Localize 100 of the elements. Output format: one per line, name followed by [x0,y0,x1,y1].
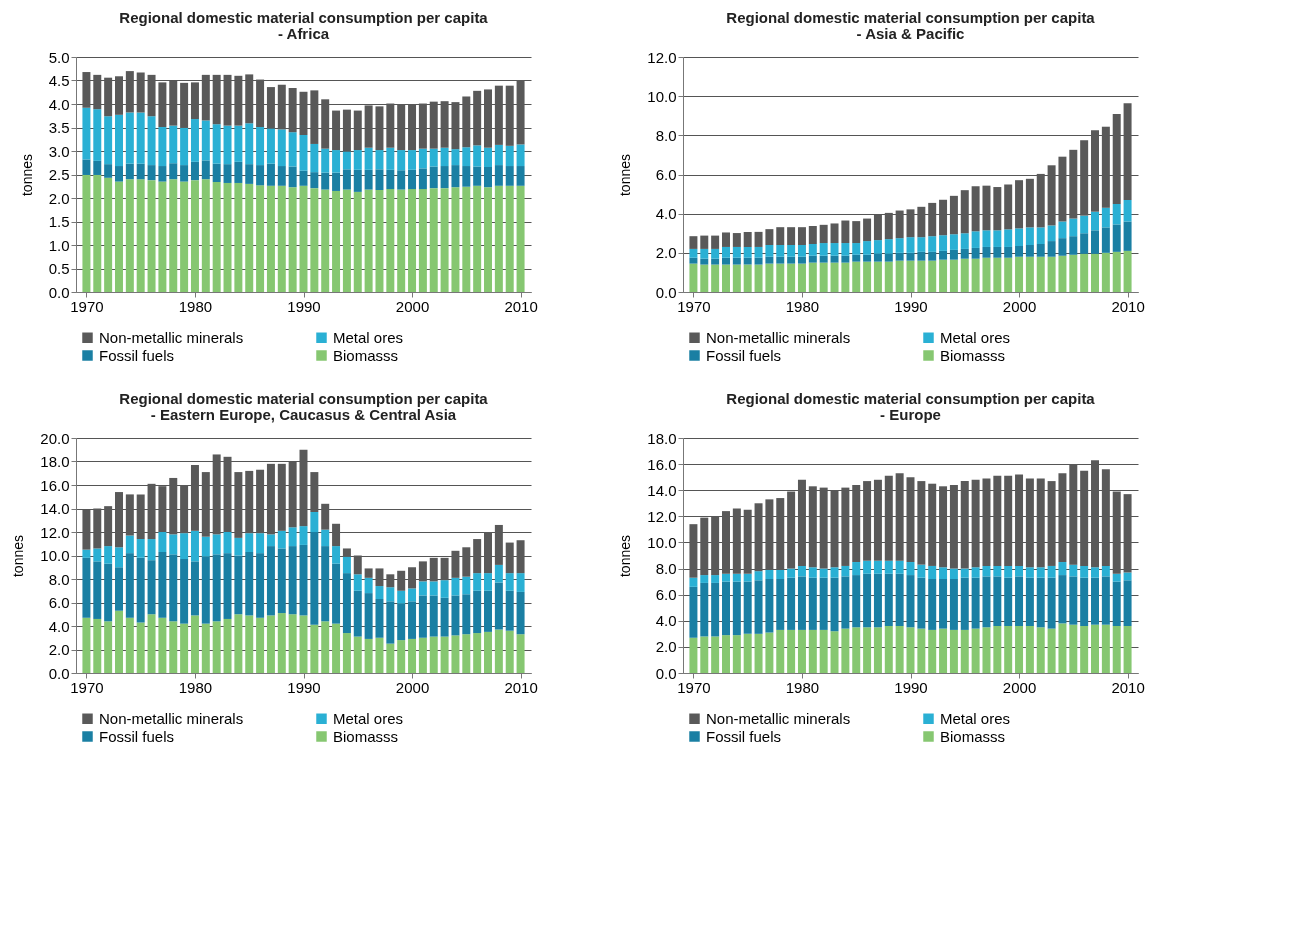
bar [1101,565,1110,577]
y-tick-label: 18.0 [40,453,70,470]
bar [462,634,471,673]
bar [342,573,351,634]
bar [808,577,817,630]
y-tick-label: 4.5 [48,72,70,89]
bar [721,232,730,247]
bar [234,182,243,292]
bar [711,248,720,259]
bar [700,235,709,249]
bar [104,116,113,165]
legend-label: Fossil fuels [706,346,782,364]
bar [1080,626,1089,673]
bar [754,231,763,247]
bar [852,575,861,628]
bar [928,236,937,252]
bar [494,629,503,673]
bar [1101,624,1110,673]
bar [1112,251,1121,292]
bar [1080,565,1089,578]
bar [1091,230,1100,254]
bar [1123,580,1132,626]
legend-label: Fossil fuels [99,346,175,364]
bar [960,233,969,249]
bar [408,169,417,190]
legend-label: Non-metallic minerals [706,709,851,727]
bar [1004,577,1013,626]
bar [82,107,91,160]
bar [787,568,796,578]
y-tick-label: 6.0 [48,594,70,611]
bar [310,188,319,292]
bar [494,564,503,583]
bar [797,629,806,673]
bar [201,120,210,161]
bar [797,263,806,292]
bar [136,622,145,673]
y-tick-label: 10.0 [647,533,677,551]
bar [386,189,395,292]
x-tick-label: 1970 [70,297,104,315]
bar [721,581,730,636]
y-tick-label: 8.0 [655,560,677,578]
bar [245,164,254,184]
bar [136,112,145,164]
bar [732,573,741,582]
bar [1058,623,1067,673]
bar [516,185,525,292]
bar [776,579,785,630]
bar [494,165,503,186]
bar [960,248,969,259]
bar [830,567,839,578]
bar [808,244,817,256]
bar [754,633,763,673]
bar [689,248,698,258]
bar [808,255,817,263]
bar [743,231,752,247]
bar [473,166,482,186]
bar [386,643,395,673]
bar [1025,626,1034,673]
bar [364,638,373,673]
bar [841,565,850,577]
legend-label: Non-metallic minerals [99,328,244,346]
y-tick-label: 6.0 [655,586,677,604]
bar [158,181,167,292]
bar [1080,233,1089,254]
bar [104,621,113,673]
bar [397,150,406,171]
y-tick-label: 20.0 [40,429,70,447]
bar [819,224,828,244]
bar [516,166,525,186]
bar [386,587,395,602]
y-tick-label: 14.0 [647,481,677,499]
bar [765,245,774,257]
bar [939,628,948,673]
bar [82,549,91,558]
bar [700,258,709,265]
bar [169,621,178,673]
legend-label: Fossil fuels [706,727,782,745]
bar [484,187,493,292]
bar [429,166,438,189]
bar [982,246,991,258]
legend-label: Non-metallic minerals [706,328,851,346]
bar [797,227,806,245]
bar [939,250,948,260]
bar [158,551,167,618]
bar [819,255,828,263]
bar [700,248,709,259]
bar [700,582,709,637]
bar [353,574,362,591]
bar [960,577,969,630]
bar [917,237,926,252]
bar [418,581,427,596]
bar [364,147,373,170]
y-tick-label: 2.0 [48,641,70,658]
bar [765,579,774,633]
bar [212,163,221,183]
bar [1101,576,1110,625]
bar [223,553,232,619]
bar [960,258,969,292]
y-tick-label: 16.0 [647,455,677,473]
bar [245,533,254,552]
